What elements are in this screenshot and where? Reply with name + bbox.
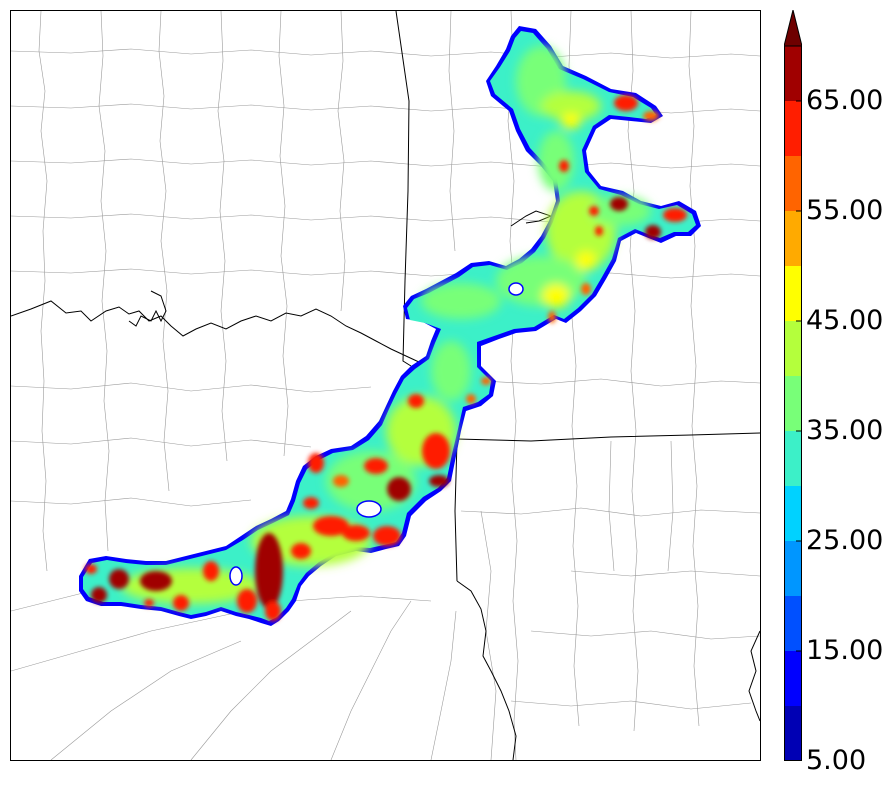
county-boundaries [11,11,760,760]
colorbar-segment [784,101,802,156]
colorbar-segment [784,46,802,101]
colorbar-tick-label: 5.00 [806,745,867,776]
colorbar-segment [784,431,802,486]
colorbar-segment [784,266,802,321]
colorbar-segment [784,596,802,651]
colorbar-extend-arrow [784,10,802,47]
colorbar-segment [784,706,802,761]
state-boundaries [11,11,760,760]
colorbar-segment [784,376,802,431]
colorbar-segment [784,541,802,596]
colorbar-tick-label: 25.00 [806,525,884,556]
colorbar-segment [784,651,802,706]
colorbar-tick-label: 45.00 [806,305,884,336]
colorbar [784,10,802,761]
map-panel [10,10,761,761]
colorbar-segment [784,211,802,266]
colorbar-tick-label: 65.00 [806,85,884,116]
colorbar-tick-label: 15.00 [806,635,884,666]
colorbar-segment [784,321,802,376]
colorbar-tick-label: 35.00 [806,415,884,446]
colorbar-tick-label: 55.00 [806,195,884,226]
map-canvas [11,11,760,760]
colorbar-outline [784,45,802,761]
colorbar-segment [784,486,802,541]
reflectivity-swath [79,26,701,626]
colorbar-segment [784,156,802,211]
